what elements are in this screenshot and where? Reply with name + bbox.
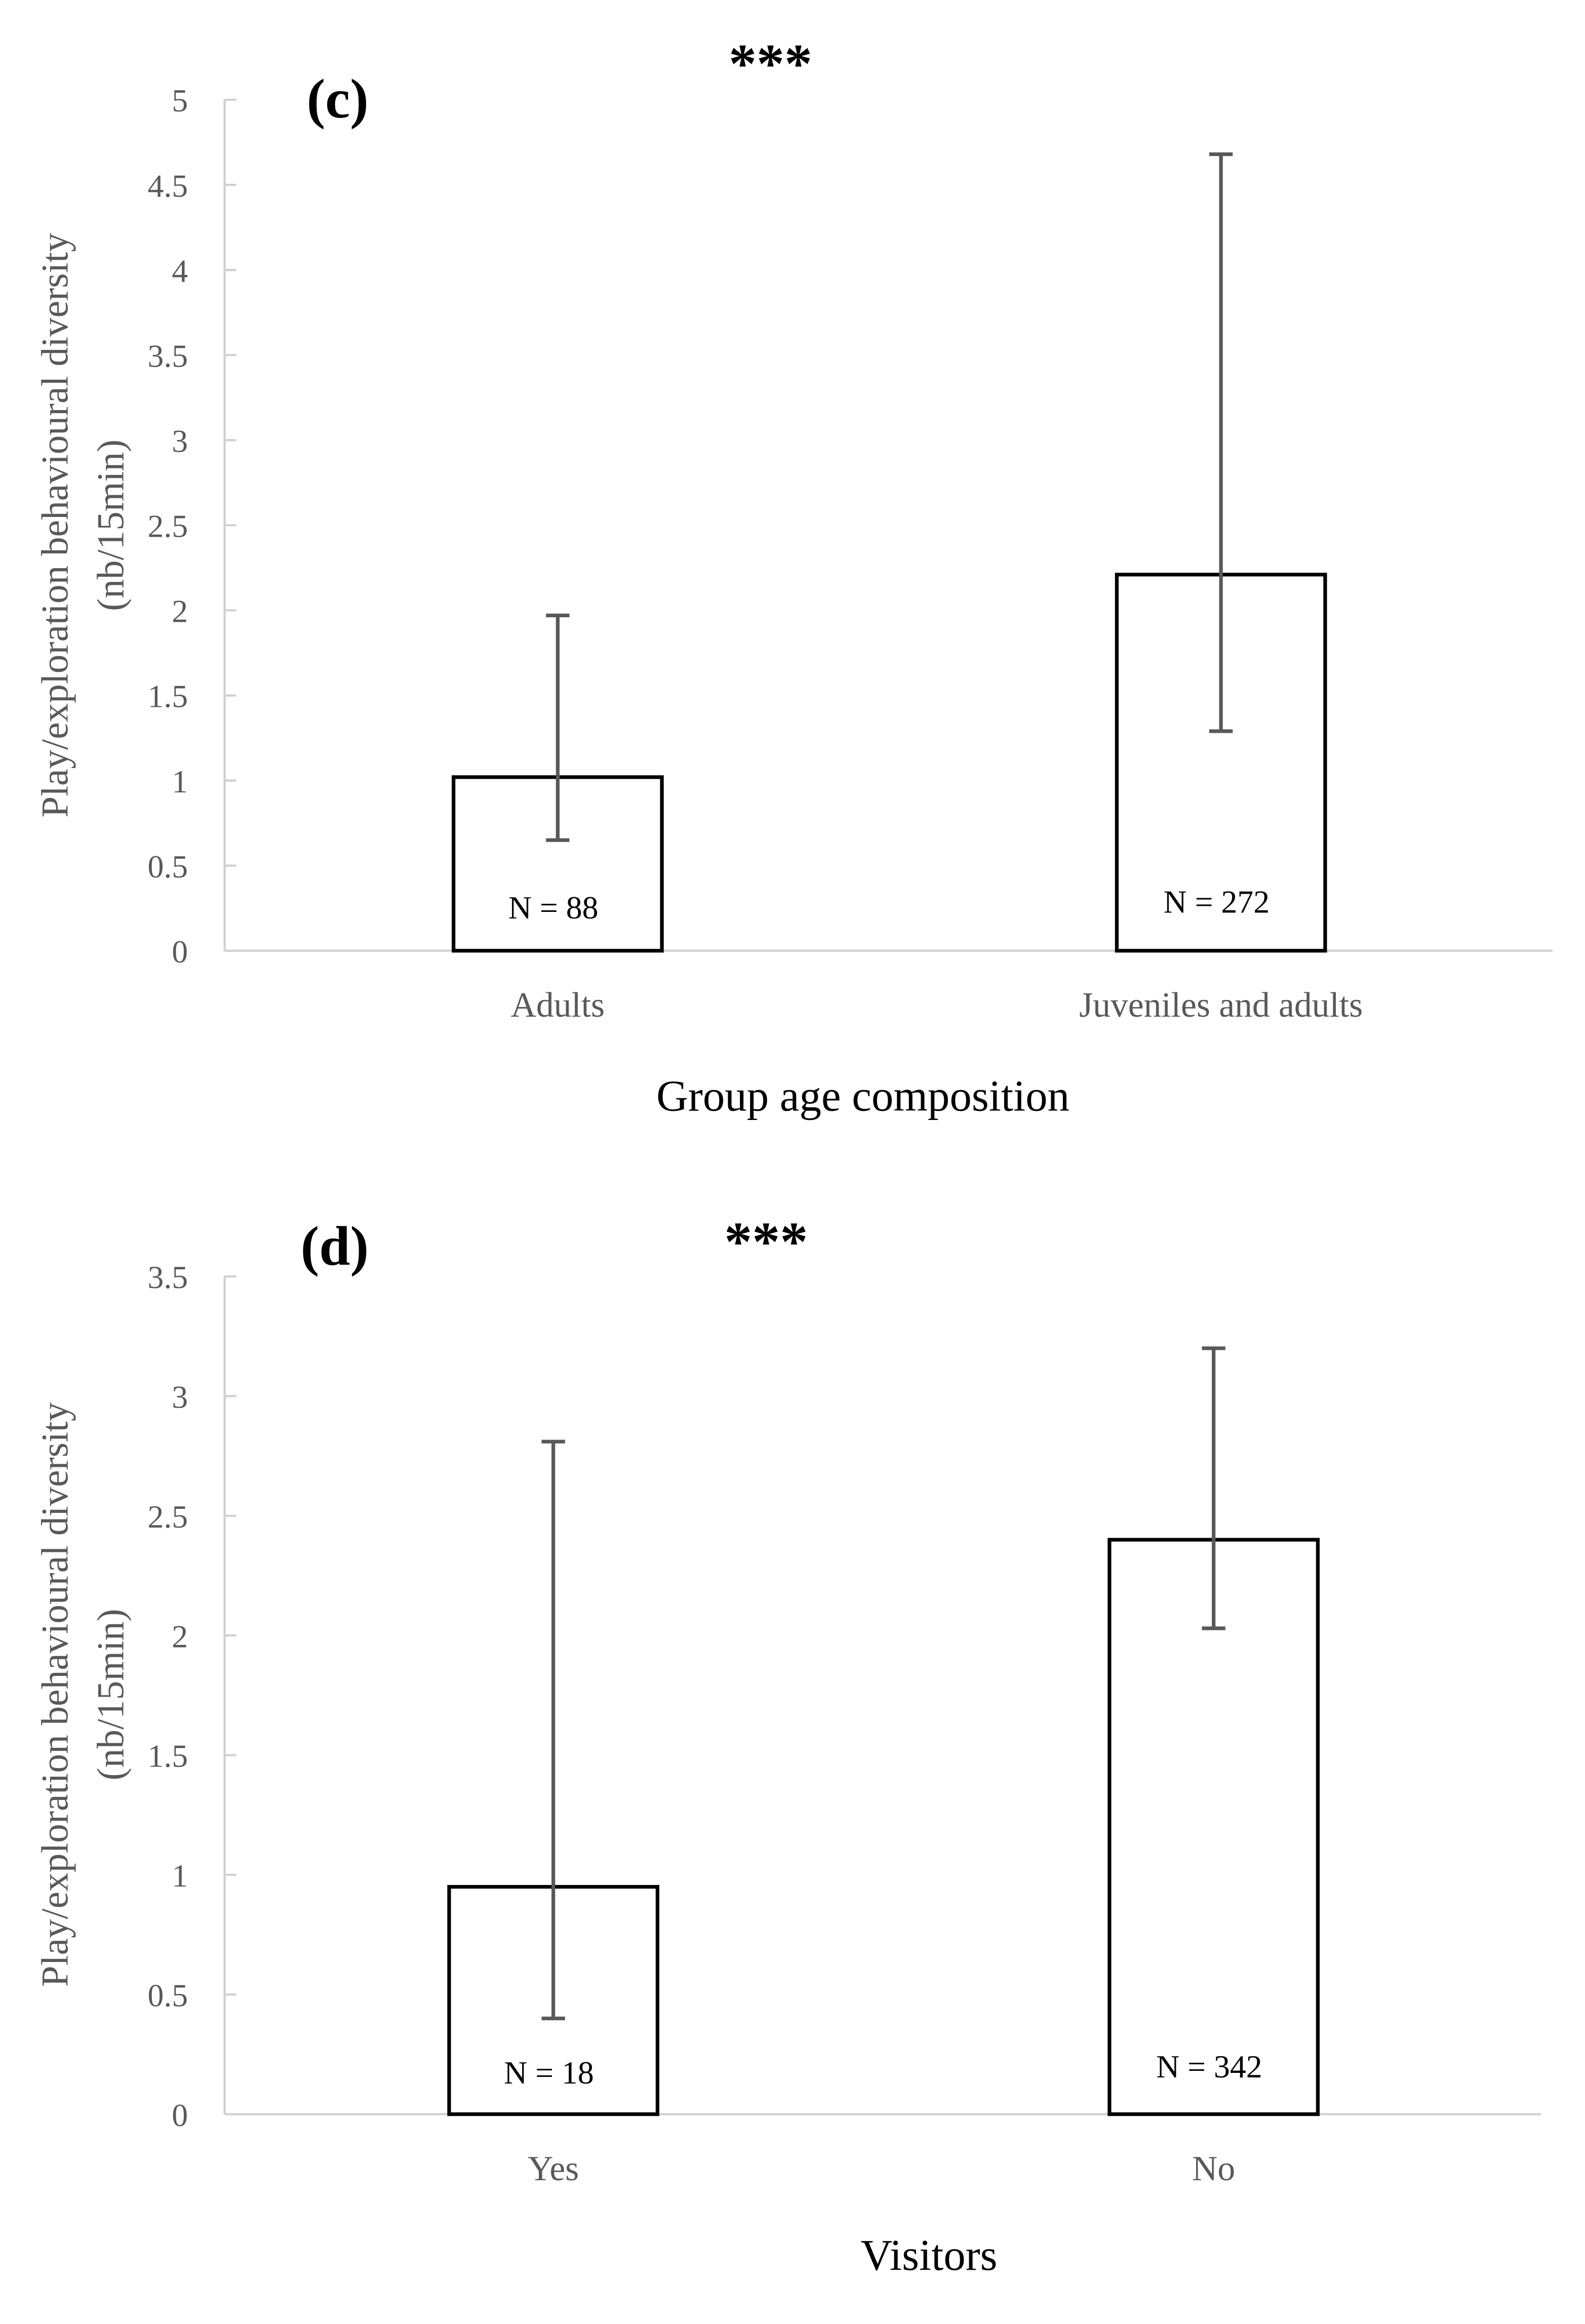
n-label: N = 342 <box>1156 2049 1262 2085</box>
y-tick-label: 4 <box>172 253 188 289</box>
chart-panel-c: 0 0.5 1 1.5 2 2.5 3 3.5 4 4.5 5 N = 88 Adults N = 272… <box>34 32 1553 1120</box>
y-tick-label: 4.5 <box>147 168 188 204</box>
x-category-label: Adults <box>511 986 605 1025</box>
y-tick-label: 0.5 <box>147 849 188 885</box>
y-tick-label: 3.5 <box>147 1259 188 1295</box>
y-axis-title: Play/exploration behavioural diversity <box>34 233 76 818</box>
x-category-label: Juveniles and adults <box>1079 986 1363 1025</box>
n-label: N = 88 <box>508 890 599 926</box>
y-tick-label: 1 <box>172 764 188 799</box>
panel-label: (c) <box>307 68 369 130</box>
y-tick-label: 1 <box>172 1858 188 1894</box>
chart-panel-d: 0 0.5 1 1.5 2 2.5 3 3.5 N = 18 Yes N = 342 No Visito… <box>34 1211 1541 2279</box>
y-tick-label: 2.5 <box>147 1499 188 1535</box>
panel-label: (d) <box>301 1215 369 1277</box>
significance-marker: *** <box>724 1211 808 1272</box>
y-tick-label: 3.5 <box>147 338 188 374</box>
y-tick-label: 3 <box>172 423 188 459</box>
x-axis-title: Group age composition <box>656 1072 1069 1120</box>
bar-no <box>1107 1538 1320 2116</box>
x-category-label: No <box>1192 2149 1235 2188</box>
y-tick-label: 0.5 <box>147 1977 188 2013</box>
y-tick-label: 0 <box>172 2097 188 2133</box>
y-axis-title: (nb/15min) <box>90 439 132 611</box>
x-category-label: Yes <box>528 2149 579 2188</box>
y-tick-label: 3 <box>172 1379 188 1415</box>
significance-marker: *** <box>729 32 812 94</box>
n-label: N = 272 <box>1164 884 1270 919</box>
y-tick-label: 5 <box>172 83 188 118</box>
y-tick-label: 0 <box>172 934 188 970</box>
x-axis-title: Visitors <box>860 2231 997 2279</box>
bar-adults <box>452 775 664 953</box>
n-label: N = 18 <box>504 2055 594 2091</box>
y-tick-label: 2 <box>172 1618 188 1654</box>
y-tick-label: 2.5 <box>147 508 188 544</box>
y-tick-label: 1.5 <box>147 678 188 714</box>
y-axis-title: Play/exploration behavioural diversity <box>34 1402 76 1987</box>
y-axis-title: (nb/15min) <box>90 1609 132 1780</box>
y-tick-label: 1.5 <box>147 1738 188 1774</box>
y-tick-label: 2 <box>172 593 188 629</box>
